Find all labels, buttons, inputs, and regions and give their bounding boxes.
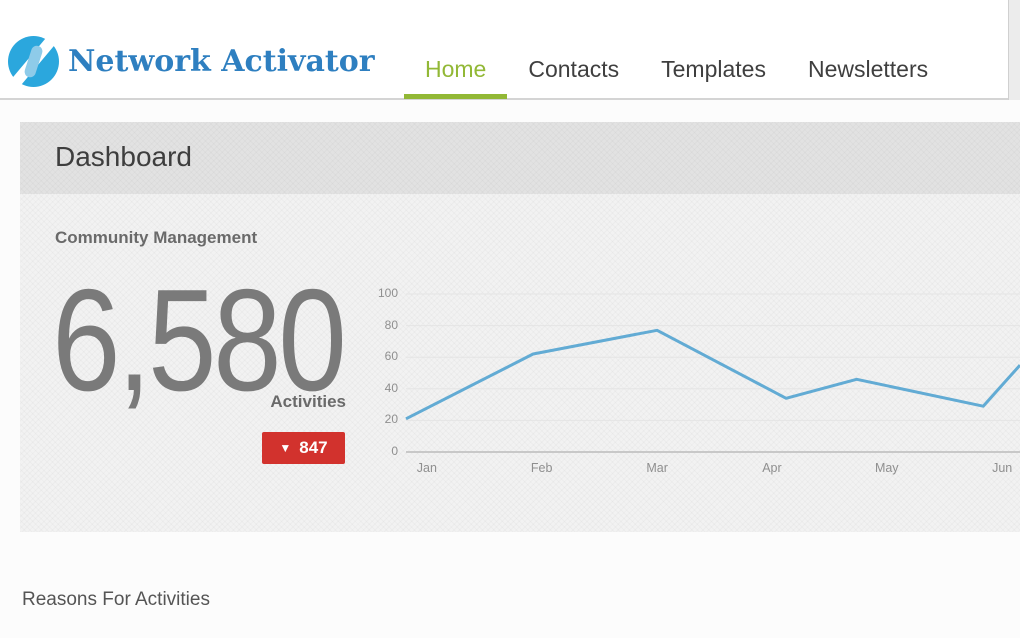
x-axis-tick-label: Mar: [646, 461, 668, 475]
top-header: Network Activator Home Contacts Template…: [0, 0, 1008, 100]
community-section-title: Community Management: [55, 228, 258, 247]
page-title: Dashboard: [55, 141, 192, 172]
brand-name: Network Activator: [68, 44, 375, 79]
nav-item-newsletters[interactable]: Newsletters: [807, 55, 929, 82]
y-axis-tick-label: 40: [384, 380, 398, 395]
y-axis-tick-label: 0: [391, 444, 398, 458]
x-axis-tick-label: Jan: [416, 461, 437, 475]
down-arrow-icon: ▼: [279, 441, 292, 455]
activities-delta-badge: ▼ 847: [262, 432, 345, 464]
delta-value: 847: [299, 438, 328, 457]
brand-logo[interactable]: Network Activator: [8, 36, 375, 87]
x-axis-tick-label: May: [874, 461, 899, 475]
y-axis-tick-label: 80: [384, 317, 398, 332]
page-title-bar: Dashboard: [20, 122, 1020, 194]
x-axis-tick-label: Apr: [762, 461, 782, 475]
nav-item-templates[interactable]: Templates: [661, 55, 766, 82]
y-axis-tick-label: 60: [384, 349, 398, 364]
activities-line-chart: 0 20 40 60 80 100 Jan Feb Mar Apr May Jun: [372, 285, 1020, 490]
dashboard-panel: Community Management 6,580 Activities ▼ …: [20, 194, 1020, 532]
network-activator-logo-icon: [8, 36, 59, 87]
activities-unit-label: Activities: [270, 392, 346, 411]
x-axis-tick-label: Jun: [992, 461, 1013, 475]
reasons-section-title: Reasons For Activities: [22, 589, 210, 610]
activities-series-line: [405, 328, 1020, 421]
main-nav: Home Contacts Templates Newsletters: [404, 44, 949, 99]
chart-plot-area: [405, 293, 1020, 453]
nav-item-home[interactable]: Home: [404, 44, 508, 99]
y-axis-tick-label: 100: [377, 286, 398, 300]
x-axis-tick-label: Feb: [530, 461, 553, 475]
y-axis-tick-label: 20: [384, 412, 398, 427]
window-edge: [1008, 0, 1020, 100]
activities-count: 6,580: [52, 259, 347, 421]
nav-item-contacts[interactable]: Contacts: [528, 55, 620, 82]
